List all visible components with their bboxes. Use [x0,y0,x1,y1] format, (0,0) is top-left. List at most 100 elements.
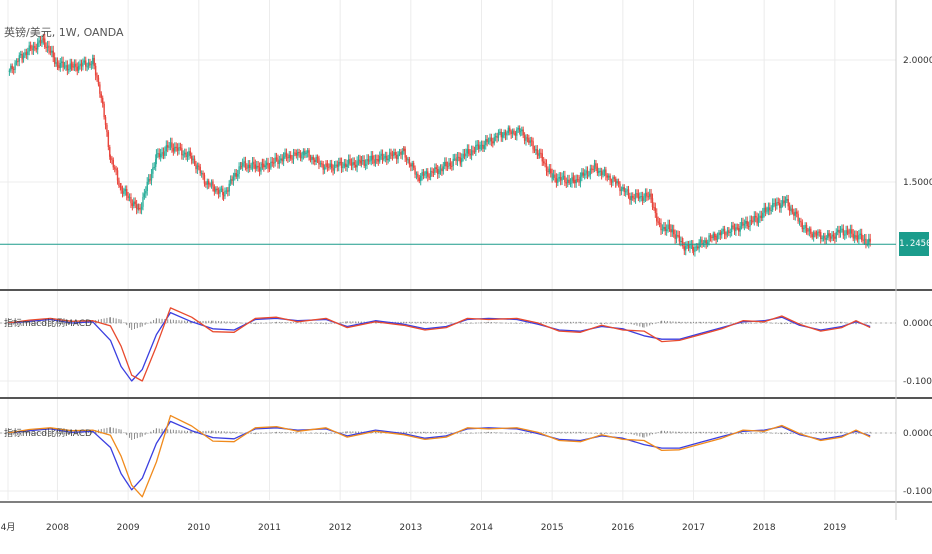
candle-body [586,170,589,176]
candle-body [591,168,593,170]
candle-body [238,166,240,174]
histogram-bar [570,431,572,433]
candle-body [442,166,445,172]
histogram-bar [187,320,189,323]
candle-body [172,147,175,152]
histogram-bar [831,321,833,323]
candle-body [701,239,703,245]
histogram-bar [236,322,238,323]
candle-body [671,229,673,231]
candle-body [698,242,700,249]
candle-body [514,133,517,136]
candle-body [35,47,37,50]
candle-body [807,230,809,232]
candle-body [805,230,808,232]
histogram-bar [400,321,402,323]
histogram-bar [618,322,620,323]
candle-body [641,196,644,201]
candle-body [414,167,416,175]
histogram-bar [212,430,214,433]
candle-body [629,196,631,201]
candle-body [518,127,521,132]
histogram-bar [242,322,244,324]
histogram-bar [527,432,529,434]
histogram-bar [554,431,556,433]
histogram-bar [708,321,710,323]
histogram-bar [223,431,225,433]
candle-body [708,235,710,243]
candle-body [202,173,204,176]
histogram-bar [601,323,603,325]
histogram-bar [308,433,310,434]
histogram-bar [208,320,210,323]
candle-body [651,198,654,208]
candle-body [743,223,746,226]
candle-body [314,159,316,163]
candle-body [107,132,110,148]
candle-body [374,159,377,164]
candle-body [510,131,512,135]
candle-body [240,166,242,168]
histogram-bar [780,323,782,325]
candle-body [369,160,371,162]
histogram-bar [358,321,360,323]
histogram-bar [352,431,354,433]
candle-body [195,164,197,170]
candle-body [311,156,313,161]
histogram-bar [441,322,443,323]
histogram-bar [268,432,270,434]
candle-body [773,203,775,205]
histogram-bar [205,430,207,433]
candle-body [52,50,54,58]
histogram-bar [711,321,713,323]
histogram-bar [120,319,122,323]
candle-body [856,235,859,240]
candle-body [634,193,637,200]
histogram-bar [866,432,868,433]
histogram-bar [229,431,231,433]
macd-pane-1: 0.00000 -0.10000 [0,307,932,387]
histogram-bar [488,431,490,433]
histogram-bar [804,323,806,324]
candle-body [681,240,683,243]
histogram-bar [37,432,39,434]
histogram-bar [847,432,849,434]
histogram-bar [109,317,111,323]
candle-body [459,162,461,164]
histogram-bar [807,432,809,434]
candle-body [388,152,391,159]
candle-body [183,152,186,155]
histogram-bar [55,433,57,434]
candle-body [17,60,19,62]
histogram-bar [314,323,316,324]
histogram-bar [42,323,44,324]
histogram-bar [333,323,335,324]
candle-body [153,166,155,168]
candle-body [205,183,207,185]
candle-body [526,137,529,139]
candle-body [294,152,296,154]
histogram-bar [136,433,138,439]
histogram-bar [678,431,680,433]
candle-body [559,176,562,181]
histogram-bar [444,322,446,323]
candle-body [222,188,224,196]
histogram-bar [239,322,241,324]
histogram-bar [792,323,794,324]
candle-body [863,238,866,241]
histogram-bar [232,431,234,433]
histogram-bar [774,323,776,324]
histogram-bar [406,321,408,323]
candle-body [373,159,375,164]
candle-body [87,62,90,67]
histogram-bar [133,433,135,440]
histogram-bar [28,431,30,433]
histogram-bar [564,321,566,323]
candle-body [219,189,221,194]
candle-body [12,68,15,70]
candle-body [811,233,813,238]
histogram-bar [462,433,464,434]
candle-body [497,132,500,138]
